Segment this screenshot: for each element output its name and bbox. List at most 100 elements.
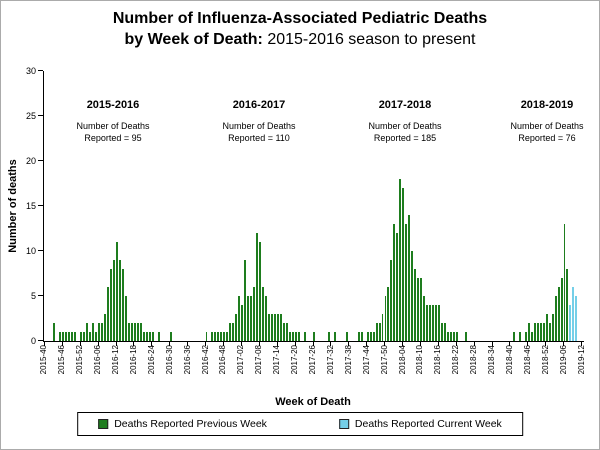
annotation-deaths-line1: Number of Deaths	[222, 121, 296, 131]
bar-2016-05	[95, 332, 98, 341]
bar-2018-19	[447, 332, 450, 341]
annotation-season-2016-2017: 2016-2017 Number of Deaths Reported = 11…	[199, 99, 319, 144]
bar-2019-02	[551, 314, 554, 341]
bar-2016-22	[145, 332, 148, 341]
x-tick-label-2018-52: 2018-52	[540, 345, 550, 375]
bar-2018-04	[402, 188, 405, 341]
y-tick-label-25: 25	[25, 110, 36, 121]
legend-label-current-week: Deaths Reported Current Week	[354, 418, 502, 430]
bar-2017-42	[360, 332, 363, 341]
bar-2018-45	[524, 332, 527, 341]
legend-swatch-current-week-icon	[338, 419, 349, 429]
bar-2016-45	[214, 332, 217, 341]
x-tick-label-2016-48: 2016-48	[218, 345, 228, 375]
x-tick-label-2017-32: 2017-32	[325, 345, 335, 375]
bar-2018-52	[545, 314, 548, 341]
legend-label-previous-week: Deaths Reported Previous Week	[114, 418, 267, 430]
bar-2017-03	[244, 260, 247, 341]
bar-2018-02	[396, 233, 399, 341]
y-tickmark-25	[38, 115, 43, 116]
bar-2016-12	[116, 242, 118, 341]
x-tickmark-2017-08	[258, 342, 260, 346]
x-tick-label-2016-24: 2016-24	[146, 345, 156, 375]
bar-2018-46	[527, 323, 530, 341]
y-tick-label-0: 0	[30, 335, 36, 346]
bar-2017-33	[333, 332, 336, 341]
bar-2015-43	[53, 323, 56, 341]
bar-2016-11	[113, 260, 115, 341]
bar-2017-19	[292, 332, 294, 341]
x-tickmark-2017-44	[366, 342, 368, 346]
x-tickmark-2016-12	[115, 342, 117, 346]
bar-2017-10	[265, 296, 268, 341]
bar-2017-17	[286, 323, 289, 341]
bar-2018-05	[405, 224, 408, 341]
x-tick-label-2016-30: 2016-30	[164, 345, 174, 375]
legend: Deaths Reported Previous Week Deaths Rep…	[77, 412, 523, 436]
bar-2017-26	[312, 332, 315, 341]
x-tick-label-2017-44: 2017-44	[361, 345, 371, 375]
bar-2018-18	[444, 323, 447, 341]
x-tickmark-2018-28	[473, 342, 475, 346]
bar-2016-51	[232, 323, 235, 341]
bar-2018-21	[453, 332, 456, 341]
chart-title: Number of Influenza-Associated Pediatric…	[1, 8, 599, 50]
bar-2016-10	[110, 269, 112, 341]
x-tickmark-2017-38	[348, 342, 350, 346]
x-tick-label-2018-40: 2018-40	[504, 345, 514, 375]
bar-2016-47	[220, 332, 223, 341]
annotation-deaths-line1: Number of Deaths	[368, 121, 442, 131]
x-tickmark-2016-24	[151, 342, 153, 346]
bar-2015-52	[80, 332, 83, 341]
x-tick-label-2015-46: 2015-46	[57, 345, 67, 375]
x-tickmark-2018-40	[509, 342, 511, 346]
bar-2016-02	[86, 323, 89, 341]
x-tickmark-2016-42	[205, 342, 207, 346]
x-tickmark-2018-52	[545, 342, 547, 346]
x-tick-label-2018-34: 2018-34	[487, 345, 496, 375]
bar-2017-23	[303, 332, 306, 341]
bar-2018-25	[465, 332, 468, 341]
y-tick-label-10: 10	[25, 245, 36, 256]
bar-2018-48	[533, 323, 536, 341]
bar-2017-52	[390, 260, 393, 341]
chart-title-line2-rest: 2015-2016 season to present	[262, 31, 476, 48]
annotation-deaths-line2: Reported = 76	[518, 133, 576, 143]
bar-2018-20	[450, 332, 453, 341]
bar-2018-10	[420, 278, 423, 341]
x-tickmark-2018-22	[455, 342, 457, 346]
annotation-deaths-line1: Number of Deaths	[76, 121, 150, 131]
bar-2017-12	[271, 314, 274, 341]
bar-2018-11	[423, 296, 426, 341]
x-tick-label-2017-38: 2017-38	[343, 345, 353, 375]
bar-2018-13	[429, 305, 432, 341]
bar-2018-07	[411, 251, 414, 341]
bar-2015-45	[59, 332, 62, 341]
x-tick-label-2019-06: 2019-06	[558, 345, 568, 375]
bar-2016-24	[151, 332, 154, 341]
bar-2017-45	[369, 332, 372, 341]
y-tickmark-30	[38, 70, 43, 71]
x-tick-label-2015-40: 2015-40	[39, 345, 49, 375]
bar-2018-50	[539, 323, 542, 341]
legend-item-current-week: Deaths Reported Current Week	[338, 418, 502, 430]
bar-2018-01	[393, 224, 396, 341]
bar-2017-14	[277, 314, 280, 341]
y-tickmark-5	[38, 295, 43, 296]
bar-2017-20	[295, 332, 297, 341]
bar-2018-41	[512, 332, 515, 341]
bar-2017-48	[378, 323, 381, 341]
bar-2019-08	[569, 305, 572, 341]
bar-2017-44	[366, 332, 369, 341]
annotation-deaths-line2: Reported = 110	[228, 133, 290, 143]
bar-2018-06	[408, 215, 411, 341]
bar-2016-42	[205, 332, 208, 341]
bar-2016-19	[136, 323, 139, 341]
x-tick-label-2016-36: 2016-36	[182, 345, 192, 375]
chart-title-line2-bold: by Week of Death:	[124, 31, 263, 48]
bar-2016-14	[121, 269, 124, 341]
y-tickmark-20	[38, 160, 43, 161]
bar-2018-14	[432, 305, 435, 341]
legend-swatch-previous-week-icon	[98, 419, 109, 429]
bar-2019-03	[554, 296, 557, 341]
